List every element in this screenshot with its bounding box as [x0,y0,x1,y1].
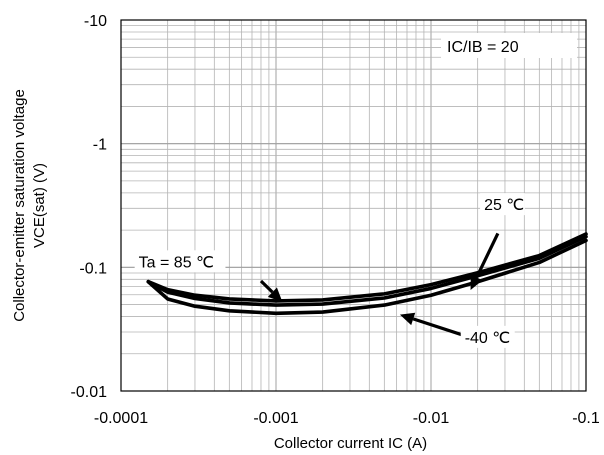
x-tick-label-1: -0.001 [253,410,298,427]
arrow-ta85-head [267,287,283,302]
y-tick-label-1: -0.1 [79,260,107,277]
series-line-1 [146,234,588,307]
series-lines [146,232,588,316]
y-tick-label-0: -0.01 [71,384,108,401]
arrow-t25-shaft [475,232,500,279]
arrow-ta85-shaft [259,279,274,294]
label-ta85: Ta = 85 ℃ [139,254,214,271]
series-line-3 [146,238,588,316]
series-line-2 [146,232,588,303]
y-axis-title-line2: VCE(sat) (V) [31,163,48,248]
y-tick-label-3: -10 [84,13,107,30]
y-tick-label-2: -1 [93,137,107,154]
annotations: Ta = 85 ℃ 25 ℃ -40 ℃ [134,193,525,348]
arrow-tm40-shaft [412,317,466,338]
plot-frame [120,19,587,392]
label-bg-ta85 [134,250,226,273]
arrow-tm40-head [399,312,416,326]
condition-box-bg [441,33,577,58]
x-axis-title: Collector current IC (A) [274,435,427,452]
x-tick-labels: -0.0001 -0.001 -0.01 -0.1 [94,410,600,427]
arrow-t25-head [470,274,483,291]
label-bg-tm40 [460,325,515,348]
x-tick-label-0: -0.0001 [94,410,148,427]
y-axis-title-line1: Collector-emitter saturation voltage [11,89,28,322]
label-bg-t25 [480,193,525,216]
label-tm40: -40 ℃ [465,330,511,347]
condition-label: IC/IB = 20 [447,39,519,56]
x-tick-label-2: -0.01 [413,410,450,427]
x-tick-label-3: -0.1 [572,410,600,427]
y-tick-labels: -0.01 -0.1 -1 -10 [71,13,108,401]
label-t25: 25 ℃ [484,197,524,214]
condition-box: IC/IB = 20 [441,33,577,58]
